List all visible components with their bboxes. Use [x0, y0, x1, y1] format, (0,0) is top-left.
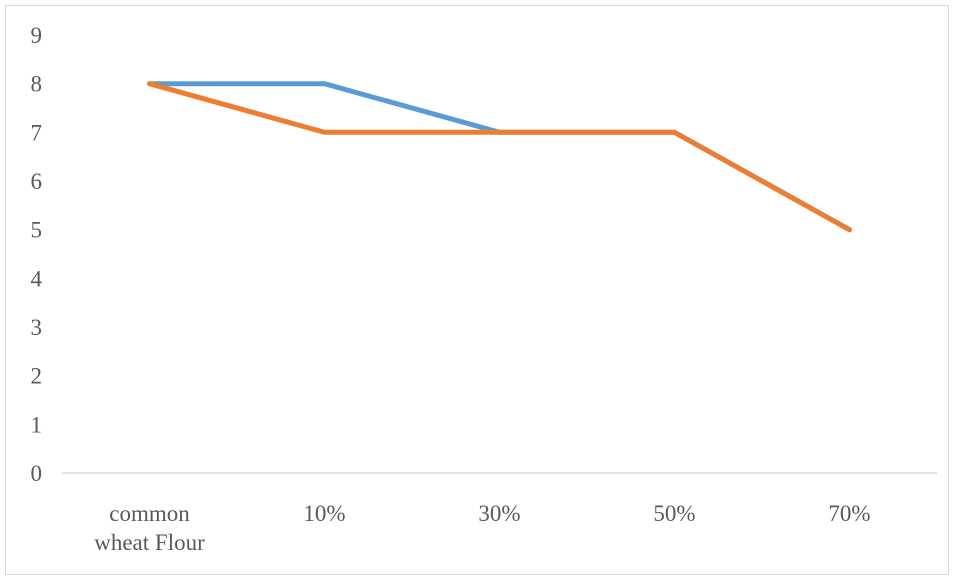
y-tick-label: 2: [31, 364, 43, 389]
x-tick-label: 50%: [653, 501, 695, 526]
x-tick-label: common wheat Flour: [94, 501, 205, 555]
x-tick-label: 10%: [303, 501, 345, 526]
y-tick-label: 8: [31, 72, 43, 97]
y-tick-label: 9: [31, 23, 43, 48]
y-tick-label: 4: [31, 266, 43, 291]
chart-frame: [5, 5, 949, 575]
y-axis-tick-labels: 0 1 2 3 4 5 6 7 8 9: [31, 23, 43, 486]
y-tick-label: 7: [31, 120, 43, 145]
series-lines: [147, 81, 852, 233]
x-tick-label: 70%: [828, 501, 870, 526]
y-tick-label: 3: [31, 315, 43, 340]
y-tick-label: 5: [31, 218, 43, 243]
x-axis-tick-labels: common wheat Flour 10% 30% 50% 70%: [94, 501, 870, 555]
y-tick-label: 0: [31, 461, 43, 486]
y-tick-label: 6: [31, 169, 43, 194]
series-line-1: [147, 81, 852, 233]
x-tick-label: 30%: [478, 501, 520, 526]
y-tick-label: 1: [31, 412, 43, 437]
series-line-2: [147, 81, 852, 233]
